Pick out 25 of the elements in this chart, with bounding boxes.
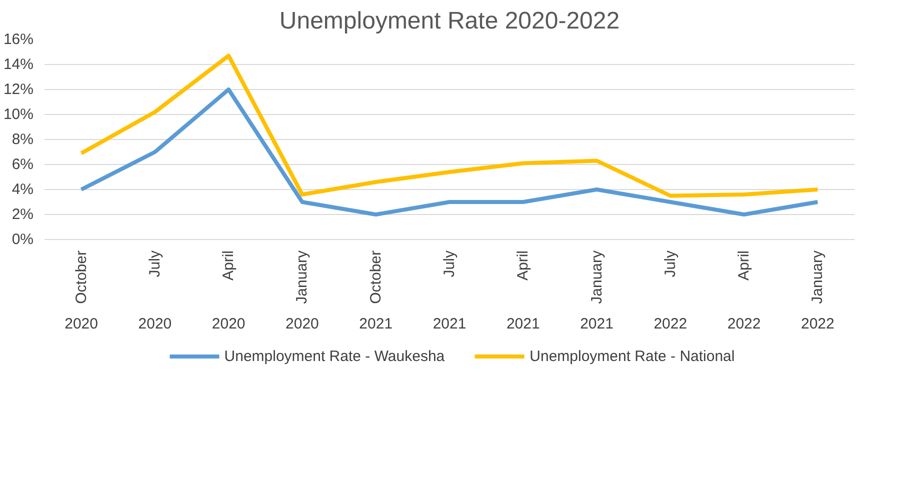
y-tick-label: 8% xyxy=(12,131,34,148)
category-label: January 2021 xyxy=(580,250,614,332)
category-label: July 2021 xyxy=(432,250,466,332)
y-tick-label: 12% xyxy=(3,81,34,98)
chart-title: Unemployment Rate 2020-2022 xyxy=(279,8,620,34)
y-tick-label: 14% xyxy=(3,56,34,73)
legend-label: Unemployment Rate - Waukesha xyxy=(224,348,445,364)
category-label: April 2021 xyxy=(506,250,540,332)
y-tick-label: 0% xyxy=(12,231,34,248)
line-series xyxy=(79,54,820,198)
category-label: October 2021 xyxy=(359,250,393,332)
category-label: April 2022 xyxy=(727,250,761,332)
y-tick-label: 4% xyxy=(12,181,34,198)
category-label: January 2022 xyxy=(800,250,834,332)
category-label: April 2020 xyxy=(212,250,246,332)
category-label: January 2020 xyxy=(286,250,319,332)
y-tick-label: 16% xyxy=(3,31,34,48)
category-label: July 2022 xyxy=(654,250,688,332)
line-series xyxy=(79,88,820,216)
category-label: October 2020 xyxy=(64,250,98,332)
y-tick-label: 2% xyxy=(12,206,34,223)
y-tick-label: 6% xyxy=(12,156,34,173)
y-tick-label: 10% xyxy=(3,106,34,123)
legend-label: Unemployment Rate - National xyxy=(530,348,735,364)
category-label: July 2020 xyxy=(138,250,172,332)
